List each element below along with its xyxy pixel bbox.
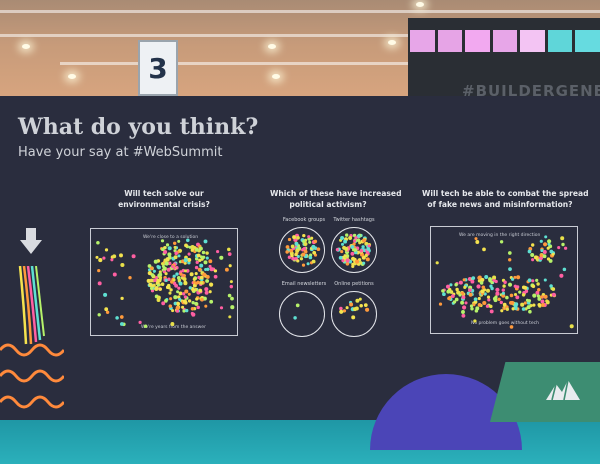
ceiling-lamp xyxy=(388,40,396,45)
option-email-newsletters-label: Email newsletters xyxy=(281,281,327,287)
ceiling-lamp xyxy=(416,2,424,7)
board-subtitle: Have your say at #WebSummit xyxy=(18,145,223,160)
booth-light-panel xyxy=(492,30,518,52)
ribbon-decoration xyxy=(18,266,45,345)
question-3-title: Will tech be able to combat the spread o… xyxy=(422,188,589,210)
board-title: What do you think? xyxy=(18,114,259,140)
booth-light-panel xyxy=(410,30,435,52)
option-facebook-groups-label: Facebook groups xyxy=(282,217,326,223)
ceiling-beam xyxy=(0,10,600,13)
question-3-top-label: We are moving in the right direction xyxy=(459,233,541,238)
question-2-line2: political activism? xyxy=(289,200,367,209)
ceiling-lamp xyxy=(268,44,276,49)
question-3-bottom-label: No problem goes without tech xyxy=(471,321,539,326)
question-1-line2: environmental crisis? xyxy=(118,200,210,209)
ceiling-lamp xyxy=(68,74,76,79)
question-1-bottom-label: We're years from the answer xyxy=(141,325,206,330)
option-online-petitions-circle xyxy=(331,291,377,337)
option-email-newsletters-circle xyxy=(279,291,325,337)
question-1-panel: We're close to a solution We're years fr… xyxy=(90,228,238,336)
ceiling-beam xyxy=(0,34,420,37)
question-1-line1: Will tech solve our xyxy=(124,189,204,198)
hall-number: 3 xyxy=(148,51,168,85)
booth-light-panel xyxy=(520,30,545,52)
wave-decoration xyxy=(0,343,64,409)
green-shape-decoration xyxy=(490,362,600,422)
ceiling-beam xyxy=(60,62,420,65)
booth-light-panel xyxy=(547,30,573,52)
question-2-line1: Which of these have increased xyxy=(270,189,402,198)
down-arrow-icon xyxy=(20,228,42,254)
mountain-logo-icon xyxy=(546,379,580,400)
booth-light-panel xyxy=(465,30,490,52)
ceiling-lamp xyxy=(22,44,30,49)
booth-sign-text: #BUILDERGENE xyxy=(462,82,600,100)
question-1-top-label: We're close to a solution xyxy=(143,235,199,240)
question-3-line2: of fake news and misinformation? xyxy=(427,200,573,209)
question-1-title: Will tech solve our environmental crisis… xyxy=(112,188,216,210)
hall-number-sign: 3 xyxy=(138,40,178,96)
booth-light-strip xyxy=(410,30,600,52)
option-twitter-hashtags-label: Twitter hashtags xyxy=(333,217,375,223)
ceiling-lamp xyxy=(272,74,280,79)
option-facebook-groups-circle xyxy=(279,227,325,273)
booth-light-panel xyxy=(437,30,463,52)
option-online-petitions-label: Online petitions xyxy=(334,281,374,287)
booth-light-panel xyxy=(575,30,600,52)
option-twitter-hashtags-circle xyxy=(331,227,377,273)
question-3-line1: Will tech be able to combat the spread xyxy=(422,189,589,198)
question-2-title: Which of these have increased political … xyxy=(270,188,402,210)
question-3-panel: We are moving in the right direction No … xyxy=(430,226,578,334)
